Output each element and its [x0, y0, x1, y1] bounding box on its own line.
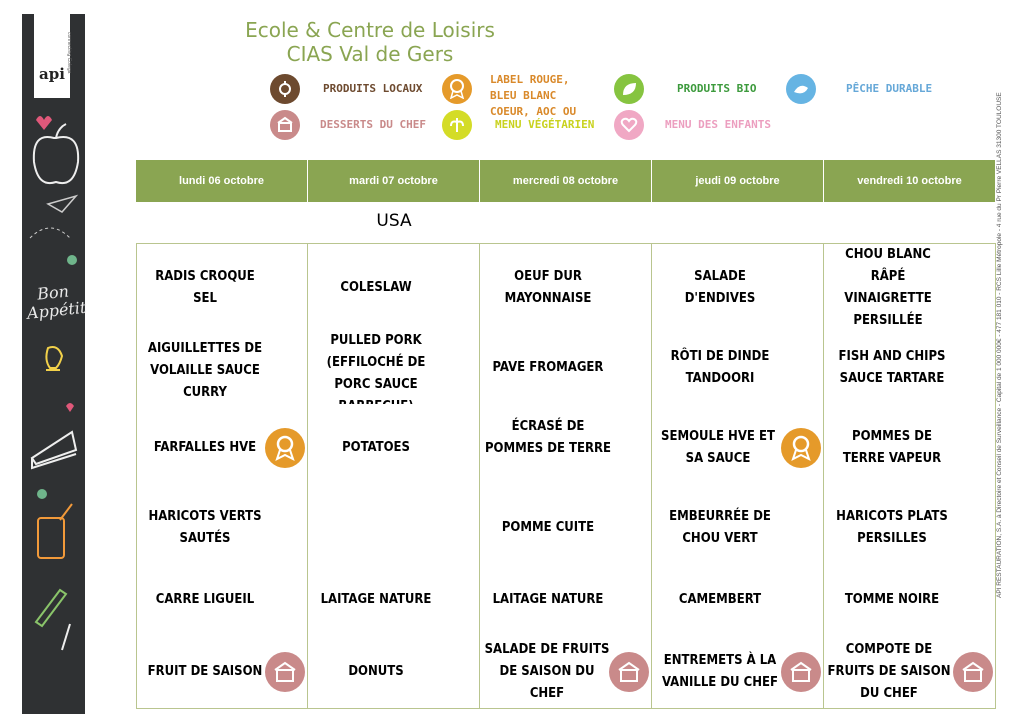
legend-chef-desserts: DESSERTS DU CHEF: [320, 118, 426, 131]
menu-item: COMPOTE DE FRUITS DE SAISON DU CHEF: [827, 642, 951, 701]
legend-vegetarian: MENU VÉGÉTARIEN: [495, 118, 595, 131]
menu-item: [314, 498, 438, 558]
page-title: Ecole & Centre de Loisirs: [245, 18, 495, 42]
menu-item: CHOU BLANC RÂPÉ VINAIGRETTE PERSILLÉE: [844, 248, 932, 328]
menu-item: SEMOULE HVE ET SA SAUCE: [661, 429, 775, 466]
organic-leaf-icon: [614, 74, 644, 104]
menu-item: POTATOES: [342, 440, 410, 455]
menu-item: PAVE FROMAGER: [492, 360, 604, 375]
menu-item: PULLED PORK (EFFILOCHÉ DE PORC SAUCE BAR…: [326, 333, 426, 404]
chef-dessert-icon: [265, 652, 305, 692]
menu-item: CAMEMBERT: [678, 592, 762, 607]
menu-item: POMME CUITE: [501, 520, 595, 535]
chef-dessert-icon: [609, 652, 649, 692]
page-subtitle: CIAS Val de Gers: [286, 42, 454, 66]
menu-item: COLESLAW: [340, 280, 412, 295]
day-header-tuesday: mardi 07 octobre: [308, 160, 479, 202]
menu-item: HARICOTS VERTS SAUTÉS: [148, 509, 262, 546]
sustainable-fish-icon: [786, 74, 816, 104]
menu-item: ÉCRASÉ DE POMMES DE TERRE: [484, 419, 612, 456]
apple-doodle-icon: [29, 116, 80, 265]
menu-item: TOMME NOIRE: [844, 592, 940, 607]
menu-item: LAITAGE NATURE: [492, 592, 604, 607]
logo-tagline: connecting Colega: [66, 32, 72, 74]
menu-item: POMMES DE TERRE VAPEUR: [842, 429, 942, 466]
menu-item: HARICOTS PLATS PERSILLES: [836, 509, 948, 546]
day-header-wednesday: mercredi 08 octobre: [480, 160, 651, 202]
chef-dessert-icon: [270, 110, 300, 140]
legend-organic: PRODUITS BIO: [677, 82, 757, 95]
day-header-thursday: jeudi 09 octobre: [652, 160, 823, 202]
menu-item: SALADE DE FRUITS DE SAISON DU CHEF: [484, 642, 610, 701]
menu-item: FRUIT DE SAISON: [147, 664, 263, 679]
menu-item: SALADE D'ENDIVES: [684, 269, 756, 306]
heart-icon: [614, 110, 644, 140]
label-rosette-icon: [781, 428, 821, 468]
label-rosette-icon: [265, 428, 305, 468]
theme-label: USA: [376, 211, 412, 231]
legend-local-products: PRODUITS LOCAUX: [323, 82, 423, 95]
food-doodles-icon: [30, 346, 78, 651]
menu-column-thursday: SALADE D'ENDIVES RÔTI DE DINDE TANDOORI …: [651, 243, 824, 709]
legend-label-rouge: LABEL ROUGE, BLEU BLANC COEUR, AOC OU: [490, 73, 577, 118]
legal-footer: API RESTAURATION, S.A. à Directoire et C…: [996, 92, 1003, 598]
menu-item: FARFALLES HVE: [153, 440, 257, 455]
local-products-icon: [270, 74, 300, 104]
menu-item: CARRE LIGUEIL: [155, 592, 255, 607]
vegetarian-icon: [442, 110, 472, 140]
menu-item: RADIS CROQUE SEL: [155, 269, 255, 306]
menu-column-friday: CHOU BLANC RÂPÉ VINAIGRETTE PERSILLÉE FI…: [823, 243, 996, 709]
menu-item: OEUF DUR MAYONNAISE: [504, 269, 592, 306]
logo-text: api: [39, 65, 65, 83]
menu-item: RÔTI DE DINDE TANDOORI: [670, 349, 770, 386]
menu-item: LAITAGE NATURE: [320, 592, 432, 607]
day-header-monday: lundi 06 octobre: [136, 160, 307, 202]
chef-dessert-icon: [781, 652, 821, 692]
label-rosette-icon: [442, 74, 472, 104]
menu-column-monday: RADIS CROQUE SEL AIGUILLETTES DE VOLAILL…: [136, 243, 308, 709]
menu-item: DONUTS: [348, 664, 404, 679]
menu-column-tuesday: COLESLAW PULLED PORK (EFFILOCHÉ DE PORC …: [307, 243, 480, 709]
legend-kids-menu: MENU DES ENFANTS: [665, 118, 771, 131]
api-logo: api connecting Colega: [34, 14, 72, 98]
menu-item: FISH AND CHIPS SAUCE TARTARE: [838, 349, 946, 386]
menu-item: ENTREMETS À LA VANILLE DU CHEF: [662, 653, 778, 690]
chef-dessert-icon: [953, 652, 993, 692]
menu-item: EMBEURRÉE DE CHOU VERT: [669, 509, 771, 546]
day-header-friday: vendredi 10 octobre: [824, 160, 995, 202]
menu-column-wednesday: OEUF DUR MAYONNAISE PAVE FROMAGER ÉCRASÉ…: [479, 243, 652, 709]
bon-appetit-text: Bon Appétit: [26, 281, 88, 323]
legend-sustainable-fishing: PÊCHE DURABLE: [846, 82, 933, 95]
menu-item: AIGUILLETTES DE VOLAILLE SAUCE CURRY: [147, 341, 263, 400]
